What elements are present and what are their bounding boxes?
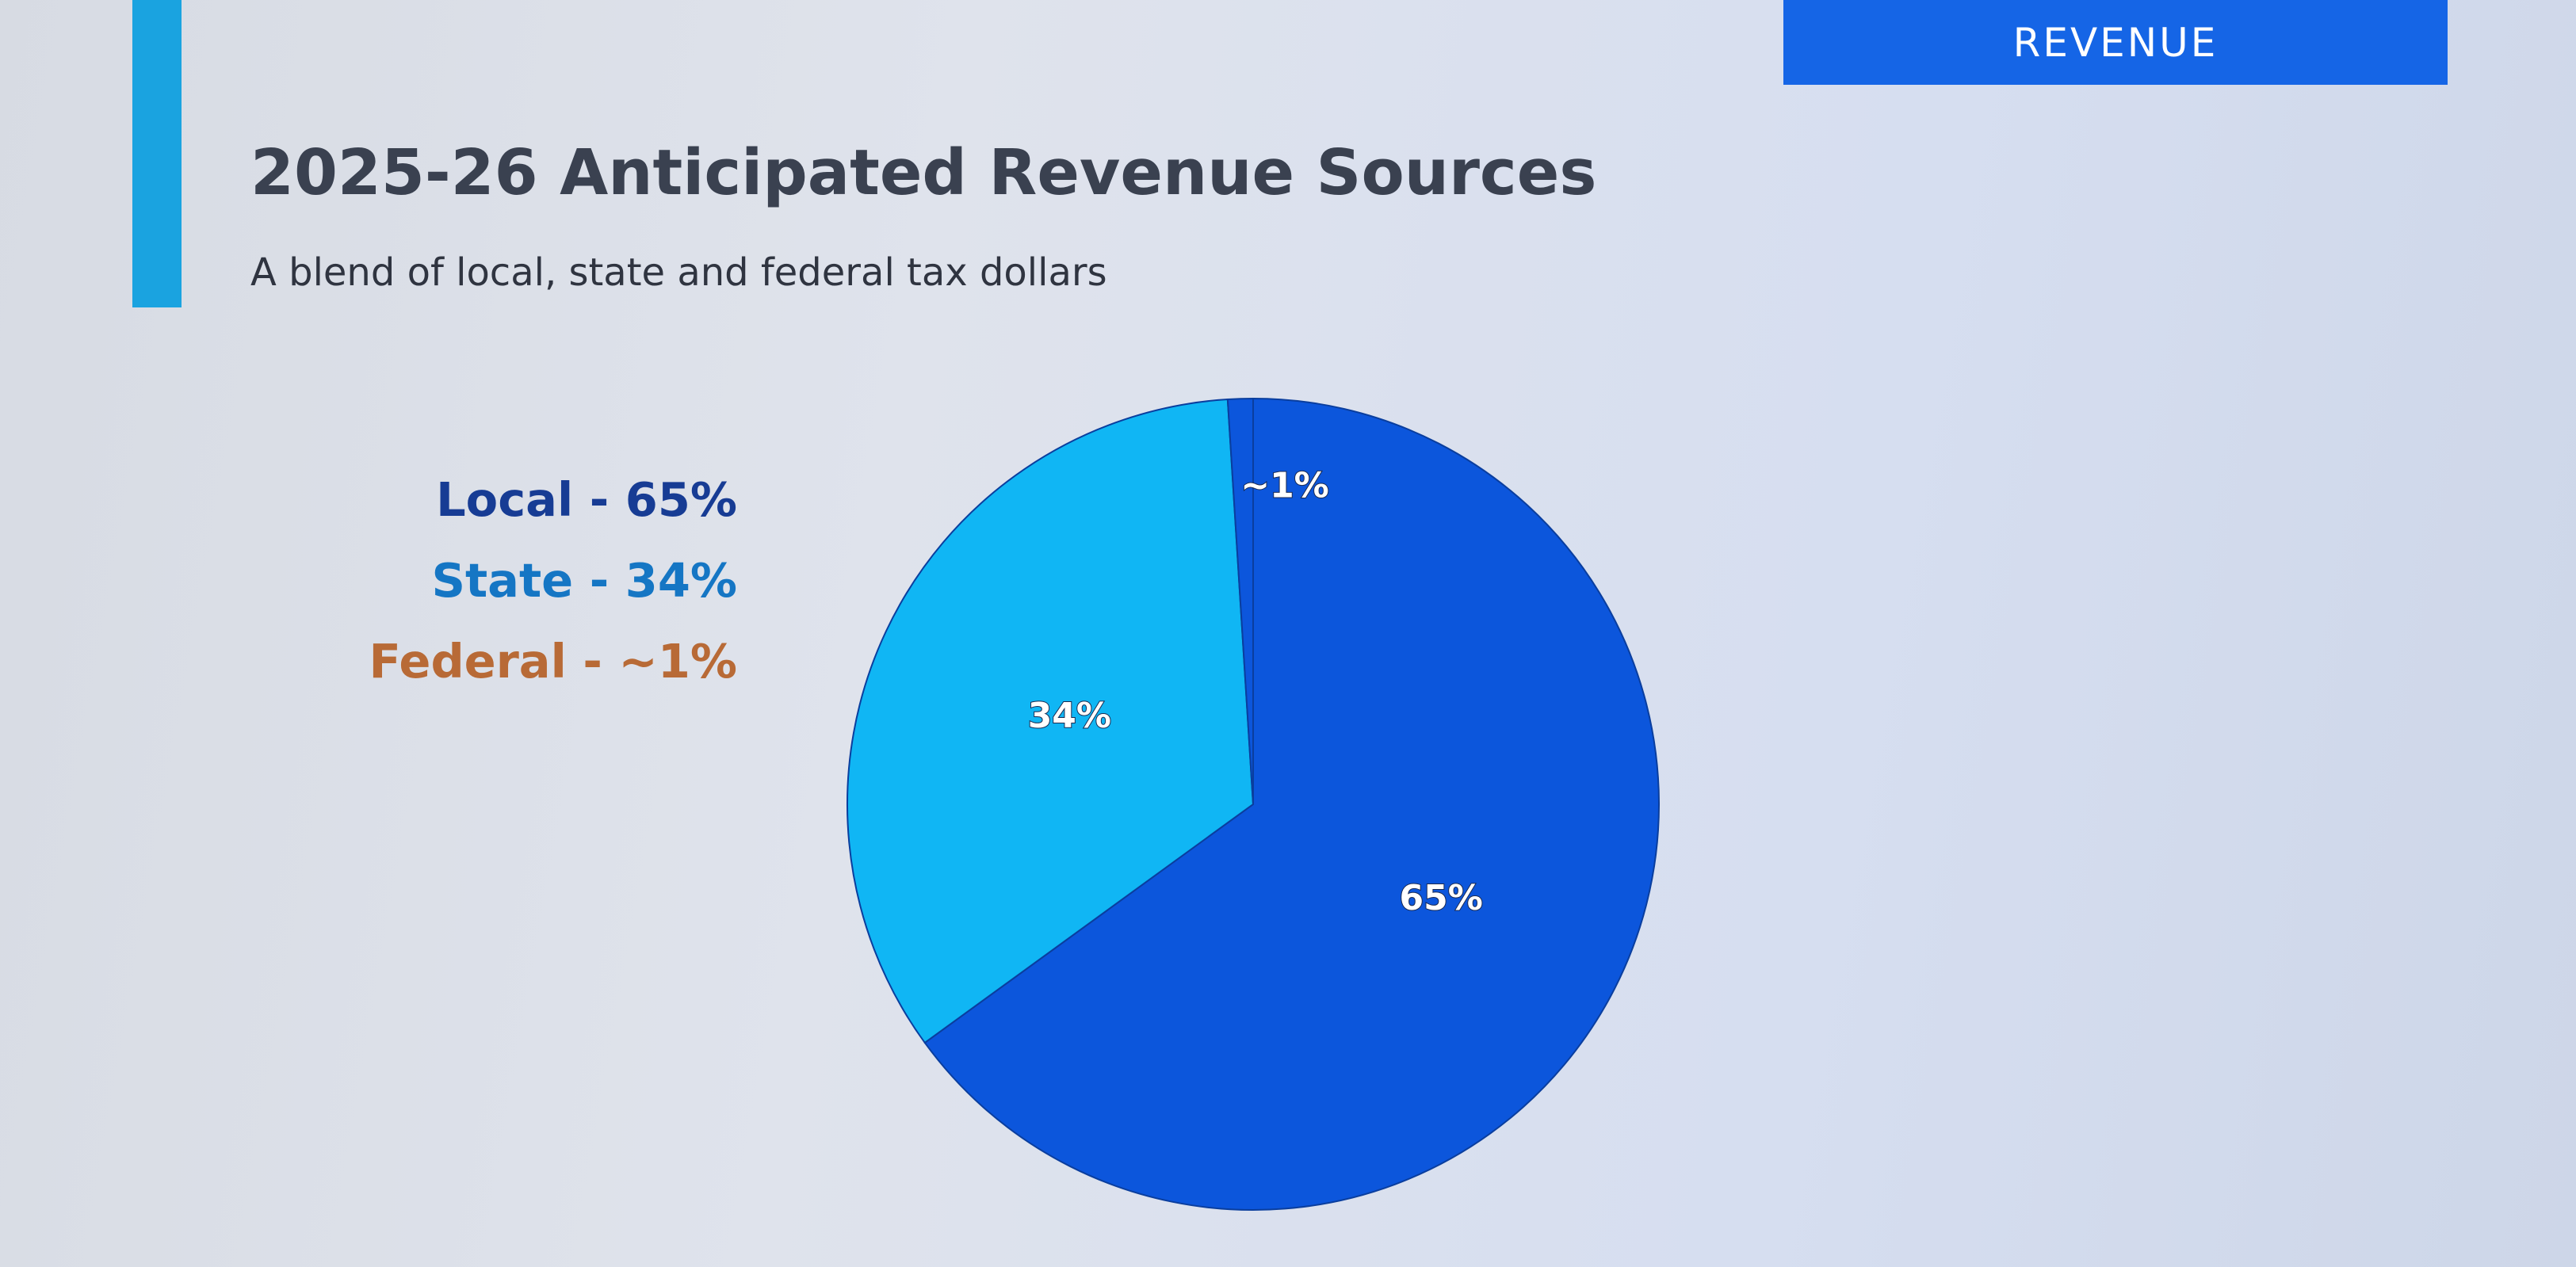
pie-slice-state [847,398,1255,1044]
pie-slices [847,397,1660,1211]
chart-legend: Local - 65% State - 34% Federal - ~1% [269,460,737,702]
legend-entry-local: Local - 65% [436,472,737,527]
accent-bar [132,0,182,307]
page-title: 2025-26 Anticipated Revenue Sources [250,136,1597,209]
section-tab-revenue[interactable]: REVENUE [1783,0,2448,85]
pie-slice-federal [1226,397,1254,805]
pie-labels: 65% 34% ~1% [1027,465,1484,919]
page-subtitle: A blend of local, state and federal tax … [250,250,1107,295]
legend-entry-state: State - 34% [431,553,737,608]
pie-slice-local [923,397,1660,1211]
pie-label-state: 34% [1028,696,1111,736]
pie-label-local: 65% [1400,878,1483,918]
legend-entry-federal: Federal - ~1% [369,634,737,689]
pie-label-federal: ~1% [1240,466,1329,506]
